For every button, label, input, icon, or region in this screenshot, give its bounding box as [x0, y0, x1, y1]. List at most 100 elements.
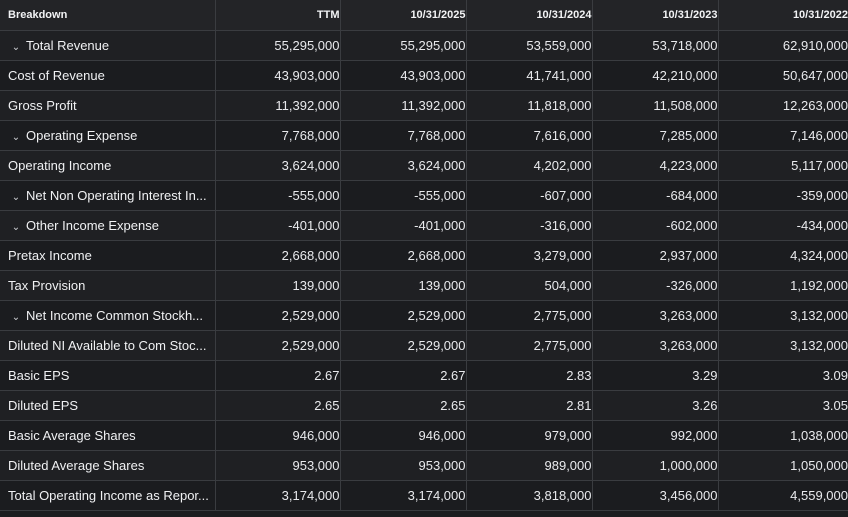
value-cell: 55,295,000: [340, 30, 467, 61]
value-cell: 139,000: [215, 270, 341, 301]
table-row: Diluted EPS 2.65 2.65 2.81 3.26 3.05: [0, 390, 848, 421]
row-label-cell: Total Operating Income as Repor...: [0, 480, 216, 511]
table-row: Diluted Average Shares 953,000 953,000 989,…: [0, 450, 848, 481]
row-label-cell: Diluted NI Available to Com Stoc...: [0, 330, 216, 361]
value-cell: 979,000: [466, 420, 593, 451]
value-cell: -555,000: [340, 180, 467, 211]
value-cell: -316,000: [466, 210, 593, 241]
value-cell: -684,000: [592, 180, 719, 211]
value-cell: 3,279,000: [466, 240, 593, 271]
chevron-down-icon[interactable]: ⌄: [11, 191, 21, 203]
value-cell: 1,050,000: [718, 450, 848, 481]
chevron-down-icon[interactable]: ⌄: [11, 311, 21, 323]
table-row: Gross Profit 11,392,000 11,392,000 11,818,0…: [0, 90, 848, 121]
table-row: Operating Income 3,624,000 3,624,000 4,202,…: [0, 150, 848, 181]
value-cell: 3,174,000: [215, 480, 341, 511]
value-cell: 2.81: [466, 390, 593, 421]
value-cell: 50,647,000: [718, 60, 848, 91]
value-cell: 2,529,000: [340, 300, 467, 331]
value-cell: 4,223,000: [592, 150, 719, 181]
value-cell: -602,000: [592, 210, 719, 241]
value-cell: 3,132,000: [718, 300, 848, 331]
row-label-cell[interactable]: ⌄ Other Income Expense: [0, 210, 216, 241]
row-label: Cost of Revenue: [8, 67, 105, 83]
value-cell: 3,818,000: [466, 480, 593, 511]
value-cell: 55,295,000: [215, 30, 341, 61]
column-header-2023[interactable]: 10/31/2023: [592, 0, 719, 31]
value-cell: 2,775,000: [466, 330, 593, 361]
table-row[interactable]: ⌄ Other Income Expense -401,000 -401,000 -31…: [0, 210, 848, 241]
row-label-cell: Cost of Revenue: [0, 60, 216, 91]
value-cell: 11,392,000: [340, 90, 467, 121]
chevron-down-icon[interactable]: ⌄: [11, 41, 21, 53]
row-label: Net Income Common Stockh...: [26, 307, 204, 323]
table-row[interactable]: ⌄ Total Revenue 55,295,000 55,295,000 53,559…: [0, 30, 848, 61]
table-row: Basic EPS 2.67 2.67 2.83 3.29 3.09: [0, 360, 848, 391]
value-cell: 1,000,000: [592, 450, 719, 481]
value-cell: 7,616,000: [466, 120, 593, 151]
value-cell: 3,456,000: [592, 480, 719, 511]
table-row[interactable]: ⌄ Net Income Common Stockh... 2,529,000 2,5…: [0, 300, 848, 331]
value-cell: 7,146,000: [718, 120, 848, 151]
row-label-cell[interactable]: ⌄ Net Income Common Stockh...: [0, 300, 216, 331]
value-cell: 3.05: [718, 390, 848, 421]
row-label: Total Operating Income as Repor...: [8, 487, 209, 503]
value-cell: 43,903,000: [215, 60, 341, 91]
value-cell: 992,000: [592, 420, 719, 451]
row-label: Net Non Operating Interest In...: [26, 187, 207, 203]
column-header-2022[interactable]: 10/31/2022: [718, 0, 848, 31]
value-cell: 2.65: [215, 390, 341, 421]
row-label: Tax Provision: [8, 277, 86, 293]
value-cell: 2,529,000: [215, 330, 341, 361]
value-cell: 7,768,000: [340, 120, 467, 151]
value-cell: 4,324,000: [718, 240, 848, 271]
value-cell: 946,000: [340, 420, 467, 451]
table-row[interactable]: ⌄ Net Non Operating Interest In... -555,00…: [0, 180, 848, 211]
value-cell: 2.65: [340, 390, 467, 421]
chevron-down-icon[interactable]: ⌄: [11, 221, 21, 233]
row-label: Gross Profit: [8, 97, 77, 113]
value-cell: 2,937,000: [592, 240, 719, 271]
table-row: Pretax Income 2,668,000 2,668,000 3,279,000…: [0, 240, 848, 271]
row-label-cell[interactable]: ⌄ Operating Expense: [0, 120, 216, 151]
value-cell: -359,000: [718, 180, 848, 211]
column-header-breakdown: Breakdown: [0, 0, 216, 31]
value-cell: 504,000: [466, 270, 593, 301]
column-header-ttm[interactable]: TTM: [215, 0, 341, 31]
value-cell: 7,768,000: [215, 120, 341, 151]
value-cell: 41,741,000: [466, 60, 593, 91]
row-label-cell[interactable]: ⌄ Total Revenue: [0, 30, 216, 61]
value-cell: -555,000: [215, 180, 341, 211]
row-label: Pretax Income: [8, 247, 92, 263]
value-cell: 43,903,000: [340, 60, 467, 91]
value-cell: 953,000: [215, 450, 341, 481]
value-cell: 953,000: [340, 450, 467, 481]
value-cell: 42,210,000: [592, 60, 719, 91]
value-cell: 62,910,000: [718, 30, 848, 61]
row-label-cell: Diluted EPS: [0, 390, 216, 421]
value-cell: 5,117,000: [718, 150, 848, 181]
value-cell: 989,000: [466, 450, 593, 481]
value-cell: 11,508,000: [592, 90, 719, 121]
chevron-down-icon[interactable]: ⌄: [11, 131, 21, 143]
value-cell: 1,192,000: [718, 270, 848, 301]
value-cell: 3,263,000: [592, 300, 719, 331]
row-label-cell: Basic EPS: [0, 360, 216, 391]
value-cell: 3,624,000: [340, 150, 467, 181]
row-label-cell: Basic Average Shares: [0, 420, 216, 451]
table-row[interactable]: ⌄ Operating Expense 7,768,000 7,768,000 7,61…: [0, 120, 848, 151]
row-label: Operating Expense: [26, 127, 138, 143]
value-cell: -434,000: [718, 210, 848, 241]
table-row: Basic Average Shares 946,000 946,000 979,00…: [0, 420, 848, 451]
row-label-cell[interactable]: ⌄ Net Non Operating Interest In...: [0, 180, 216, 211]
table-row: Tax Provision 139,000 139,000 504,000 -326,0…: [0, 270, 848, 301]
value-cell: 11,392,000: [215, 90, 341, 121]
row-label: Other Income Expense: [26, 217, 159, 233]
value-cell: 2,775,000: [466, 300, 593, 331]
table-row: Diluted NI Available to Com Stoc... 2,529…: [0, 330, 848, 361]
value-cell: 139,000: [340, 270, 467, 301]
column-header-2024[interactable]: 10/31/2024: [466, 0, 593, 31]
value-cell: 4,559,000: [718, 480, 848, 511]
column-header-2025[interactable]: 10/31/2025: [340, 0, 467, 31]
row-label-cell: Diluted Average Shares: [0, 450, 216, 481]
